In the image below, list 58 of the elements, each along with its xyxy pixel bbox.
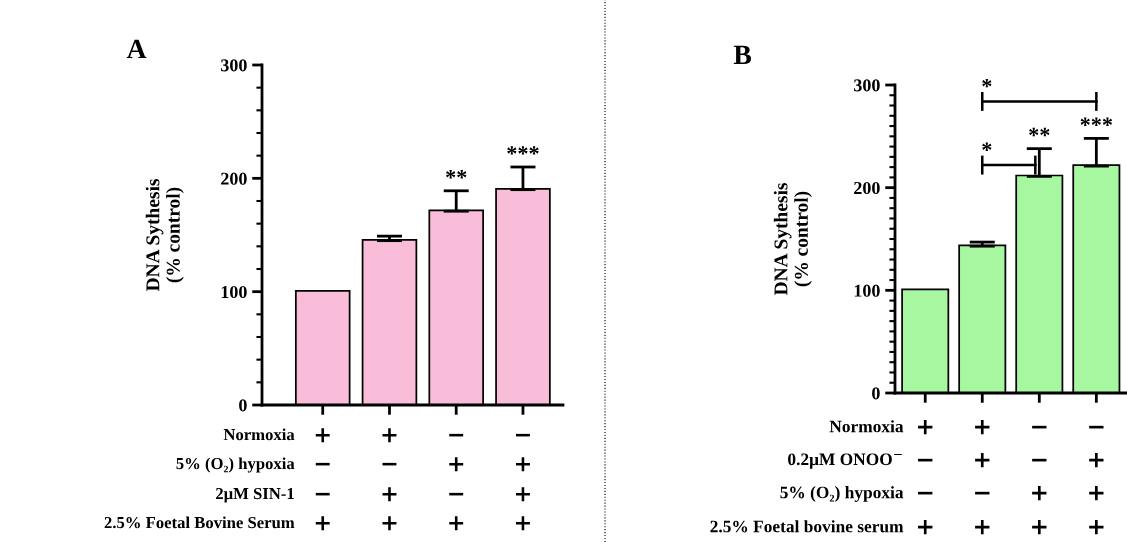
text: + — [975, 452, 990, 468]
text: + — [1032, 485, 1047, 501]
text: + — [449, 516, 464, 531]
text: + — [975, 519, 990, 535]
text: − — [382, 462, 397, 466]
text: − — [449, 492, 464, 496]
data-label: ** — [446, 170, 467, 179]
text: + — [1089, 485, 1104, 501]
text: − — [516, 433, 530, 437]
text: − — [918, 491, 933, 495]
text: 2μM SIN-1 — [216, 487, 294, 503]
text: + — [516, 487, 530, 502]
text: − — [1032, 425, 1047, 429]
text: + — [315, 428, 330, 443]
y-axis-title: DNA Sythesis (% control) — [145, 179, 184, 292]
text: − — [918, 458, 933, 462]
text: − — [975, 491, 990, 495]
text: + — [516, 457, 530, 472]
text: − — [315, 462, 330, 466]
text: + — [1032, 519, 1047, 535]
y-tick-label: 300 — [854, 79, 880, 92]
y-tick-label: 0 — [239, 399, 247, 412]
text: + — [315, 516, 330, 531]
y-tick-label: 100 — [221, 285, 247, 299]
data-label: *** — [1080, 117, 1113, 126]
text: 5% (O₂) hypoxia — [176, 457, 295, 473]
text: − — [449, 433, 464, 437]
text: + — [1089, 452, 1104, 468]
text: − — [1089, 425, 1104, 429]
text: Normoxia — [829, 420, 904, 433]
text: + — [382, 428, 397, 443]
chart-title: A — [126, 39, 147, 59]
y-tick-label: 200 — [854, 181, 880, 195]
text: + — [449, 457, 464, 472]
text: + — [975, 419, 990, 435]
text: + — [918, 519, 933, 535]
y-tick-label: 100 — [854, 284, 880, 297]
y-axis-title: DNA Sythesis (% control) — [773, 183, 812, 296]
y-tick-label: 200 — [221, 172, 247, 185]
text: − — [1032, 458, 1047, 462]
annotation: * — [982, 142, 992, 151]
data-label: *** — [507, 146, 539, 155]
text: + — [516, 516, 530, 531]
data-label: ** — [1029, 127, 1050, 137]
text: 2.5% Foetal Bovine Serum — [104, 516, 295, 529]
y-tick-label: 0 — [872, 387, 880, 400]
chart-title: B — [733, 45, 752, 65]
text: 5% (O₂) hypoxia — [780, 486, 904, 502]
text: + — [918, 419, 933, 435]
annotation: * — [982, 78, 992, 88]
text: Normoxia — [223, 428, 295, 441]
text: − — [315, 492, 330, 496]
y-tick-label: 300 — [221, 59, 247, 72]
text: + — [1089, 519, 1104, 535]
text: + — [382, 516, 397, 531]
text: 2.5% Foetal bovine serum — [710, 520, 904, 533]
text: 0.2μM ONOO$^{−}$ — [788, 453, 902, 469]
text: + — [382, 487, 397, 502]
